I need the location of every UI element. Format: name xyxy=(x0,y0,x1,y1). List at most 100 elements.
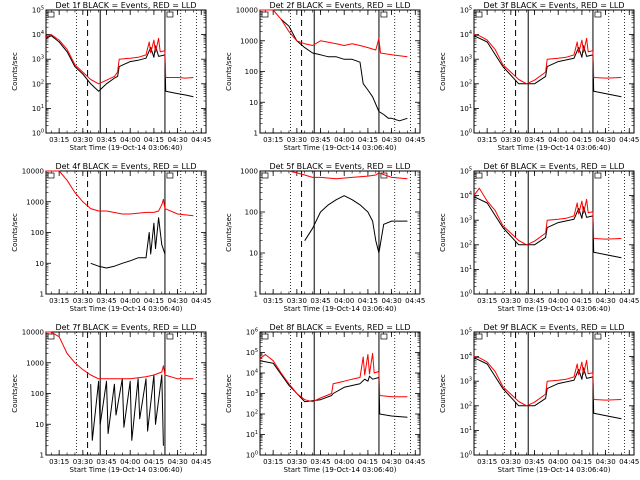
x-tick-label: 03:45 xyxy=(524,297,544,305)
x-tick-label: 03:15 xyxy=(477,136,497,144)
panel-title: Det 3f BLACK = Events, RED = LLD xyxy=(483,1,624,10)
lld-series-line xyxy=(473,356,622,407)
y-tick-label: 100 xyxy=(245,209,258,217)
y-axis-label: Counts/sec xyxy=(11,52,19,91)
x-tick-label: 03:15 xyxy=(49,136,69,144)
x-tick-label: 03:15 xyxy=(49,458,69,466)
y-tick-label: 101 xyxy=(460,265,472,274)
x-tick-label: 03:30 xyxy=(287,136,307,144)
events-series-line xyxy=(90,374,164,446)
x-tick-label: 04:30 xyxy=(167,136,187,144)
x-tick-label: 03:45 xyxy=(524,458,544,466)
panel-frame xyxy=(259,9,421,134)
y-axis-label: Counts/sec xyxy=(225,52,233,91)
corner-box xyxy=(475,172,483,179)
x-tick-label: 03:30 xyxy=(287,458,307,466)
x-tick-label: 04:15 xyxy=(144,297,164,305)
x-tick-label: 04:30 xyxy=(595,136,615,144)
corner-box xyxy=(594,172,602,179)
y-tick-label: 104 xyxy=(246,369,258,378)
panel-frame xyxy=(259,331,421,456)
x-tick-label: 03:15 xyxy=(477,458,497,466)
y-tick-label: 103 xyxy=(460,216,472,225)
x-tick-label: 04:45 xyxy=(405,458,425,466)
y-tick-label: 104 xyxy=(460,191,472,200)
events-series-line xyxy=(259,360,408,418)
x-tick-label: 03:30 xyxy=(501,297,521,305)
x-tick-label: 04:15 xyxy=(358,297,378,305)
y-tick-label: 102 xyxy=(460,240,472,249)
y-tick-label: 105 xyxy=(460,6,472,15)
y-tick-label: 103 xyxy=(32,55,44,64)
events-series-line xyxy=(304,195,408,254)
corner-box xyxy=(594,333,602,340)
corner-box xyxy=(261,11,269,18)
panel-frame xyxy=(259,170,421,295)
x-tick-label: 04:45 xyxy=(191,136,211,144)
x-tick-label: 04:15 xyxy=(358,458,378,466)
y-axis-label: Counts/sec xyxy=(225,374,233,413)
x-axis-label: Start Time (19-Oct-14 03:06:40) xyxy=(70,144,183,152)
x-tick-label: 04:30 xyxy=(595,297,615,305)
panel-6: 100 101 102 103 104 105 03:15 03:30 03:45 04:00 04… xyxy=(439,162,639,313)
y-tick-label: 100 xyxy=(246,451,258,460)
x-tick-label: 04:30 xyxy=(167,297,187,305)
corner-box xyxy=(475,11,483,18)
lld-series-line xyxy=(46,331,194,380)
y-axis-label: Counts/sec xyxy=(439,213,447,252)
x-tick-label: 04:30 xyxy=(381,458,401,466)
x-tick-label: 04:00 xyxy=(334,458,354,466)
x-tick-label: 04:00 xyxy=(548,136,568,144)
y-tick-label: 104 xyxy=(32,30,44,39)
corner-box xyxy=(261,333,269,340)
x-axis-label: Start Time (19-Oct-14 03:06:40) xyxy=(498,466,611,474)
x-tick-label: 03:30 xyxy=(73,458,93,466)
y-axis-label: Counts/sec xyxy=(11,374,19,413)
panel-8: 100 101 102 103 104 105 106 03:15 03:30 03:45 04:0… xyxy=(225,323,425,474)
panel-1: 100 101 102 103 104 105 03:15 03:30 03:45 04:00 04… xyxy=(11,1,211,152)
y-tick-label: 100 xyxy=(31,229,44,237)
x-tick-label: 03:30 xyxy=(73,136,93,144)
x-tick-label: 04:30 xyxy=(381,297,401,305)
y-tick-label: 104 xyxy=(460,30,472,39)
x-axis-label: Start Time (19-Oct-14 03:06:40) xyxy=(498,305,611,313)
x-tick-label: 04:00 xyxy=(120,458,140,466)
events-series-line xyxy=(473,196,622,259)
x-tick-label: 03:45 xyxy=(310,458,330,466)
y-tick-label: 105 xyxy=(460,328,472,337)
x-tick-label: 04:15 xyxy=(572,458,592,466)
x-tick-label: 04:45 xyxy=(619,297,639,305)
corner-box xyxy=(47,172,55,179)
y-tick-label: 102 xyxy=(246,410,258,419)
x-tick-label: 04:00 xyxy=(120,136,140,144)
y-tick-label: 105 xyxy=(246,348,258,357)
corner-box xyxy=(166,333,174,340)
lld-series-line xyxy=(473,187,622,246)
panel-7: 1 10 100 1000 10000 03:15 03:30 03:45 04:00 04:15… xyxy=(11,323,211,474)
lld-series-line xyxy=(288,170,408,180)
x-tick-label: 04:30 xyxy=(595,458,615,466)
lld-series-line xyxy=(259,352,408,403)
x-tick-label: 04:00 xyxy=(334,297,354,305)
x-tick-label: 04:00 xyxy=(548,458,568,466)
panel-frame xyxy=(45,331,207,456)
x-tick-label: 03:30 xyxy=(501,458,521,466)
panel-title: Det 4f BLACK = Events, RED = LLD xyxy=(55,162,196,171)
x-tick-label: 03:45 xyxy=(310,136,330,144)
y-tick-label: 103 xyxy=(460,377,472,386)
y-axis-label: Counts/sec xyxy=(11,213,19,252)
x-axis-label: Start Time (19-Oct-14 03:06:40) xyxy=(284,305,397,313)
y-axis-label: Counts/sec xyxy=(439,374,447,413)
corner-box xyxy=(47,11,55,18)
y-tick-label: 1 xyxy=(254,130,258,138)
x-tick-label: 03:30 xyxy=(73,297,93,305)
y-tick-label: 101 xyxy=(246,430,258,439)
panel-title: Det 7f BLACK = Events, RED = LLD xyxy=(55,323,196,332)
x-tick-label: 04:30 xyxy=(381,136,401,144)
y-tick-label: 10000 xyxy=(22,329,44,337)
panel-3: 100 101 102 103 104 105 03:15 03:30 03:45 04:00 04… xyxy=(439,1,639,152)
y-tick-label: 10 xyxy=(249,250,258,258)
x-axis-label: Start Time (19-Oct-14 03:06:40) xyxy=(284,466,397,474)
y-axis-label: Counts/sec xyxy=(439,52,447,91)
corner-box xyxy=(166,11,174,18)
